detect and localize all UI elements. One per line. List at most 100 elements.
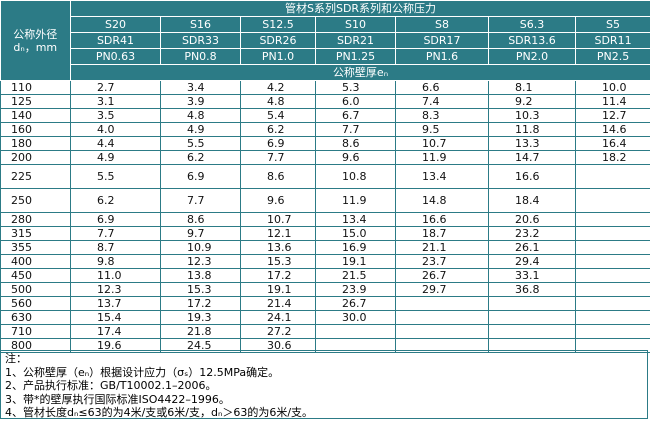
wall-thickness: 17.2 [160,296,241,311]
outer-diameter: 180 [0,136,71,151]
wall-thickness: 9.6 [315,150,396,165]
table-row: 250 6.2 7.7 9.6 11.9 14.8 18.4 [0,188,650,213]
wall-thickness: 3.1 [70,94,161,109]
pn-cell: PN1.25 [315,48,396,65]
empty-cell [395,296,489,311]
empty-cell [315,324,396,339]
pn-row: PN0.63 PN0.8 PN1.0 PN1.25 PN1.6 PN2.0 PN2.5 [1,48,650,65]
empty-cell [574,240,650,255]
outer-diameter: 560 [0,296,71,311]
table-row: 280 6.9 8.6 10.7 13.4 16.6 20.6 [0,212,650,227]
outer-diameter: 250 [0,188,71,213]
empty-cell [574,254,650,269]
wall-thickness: 18.7 [395,226,489,241]
table-header: 公称外径 dₙ，mm 管材S系列SDR系列和公称压力 S20 S16 S12.5 S1… [0,0,650,81]
wall-thickness: 19.3 [160,310,241,325]
outer-diameter: 110 [0,80,71,95]
wall-thickness: 6.2 [240,122,316,137]
wall-thickness: 12.1 [240,226,316,241]
empty-cell [574,226,650,241]
s-series-cell: S8 [395,16,489,33]
wall-thickness: 13.4 [315,212,396,227]
wall-thickness: 15.0 [315,226,396,241]
wall-thickness: 7.7 [70,226,161,241]
s-row: S20 S16 S12.5 S10 S8 S6.3 S5 [1,16,650,33]
wall-thickness: 10.7 [395,136,489,151]
wall-thickness: 13.8 [160,268,241,283]
wall-thickness: 4.8 [160,108,241,123]
outer-diameter: 450 [0,268,71,283]
wall-thickness: 33.1 [488,268,576,283]
wall-thickness: 23.2 [488,226,576,241]
wall-thickness: 13.3 [488,136,576,151]
corner-line: 公称外径 [13,27,58,41]
wall-thickness: 10.9 [160,240,241,255]
wall-thickness: 27.2 [240,324,316,339]
wall-thickness: 6.2 [160,150,241,165]
pn-cell: PN1.0 [240,48,316,65]
wall-thickness: 8.1 [488,80,576,95]
wall-thickness: 23.9 [315,282,396,297]
wall-thickness: 4.2 [240,80,316,95]
wall-thickness: 29.7 [395,282,489,297]
wall-thickness: 30.0 [315,310,396,325]
empty-cell [574,282,650,297]
sdr-cell: SDR17 [395,32,489,49]
outer-diameter: 125 [0,94,71,109]
wall-thickness: 11.8 [488,122,576,137]
s-series-cell: S20 [70,16,161,33]
empty-cell [574,212,650,227]
wall-thickness: 21.5 [315,268,396,283]
empty-cell [395,324,489,339]
table-row: 315 7.7 9.7 12.1 15.0 18.7 23.2 [0,226,650,241]
wall-thickness: 17.2 [240,268,316,283]
table-row: 200 4.9 6.2 7.7 9.6 11.9 14.7 18.2 [0,150,650,165]
wall-thickness: 10.8 [315,164,396,189]
notes: 注： 1、公称壁厚（eₙ）根据设计应力（σₛ）12.5MPa确定。 2、产品执行标… [0,350,648,419]
sdr-cell: SDR26 [240,32,316,49]
s-series-cell: S6.3 [488,16,576,33]
sdr-cell: SDR41 [70,32,161,49]
sdr-cell: SDR11 [574,32,650,49]
wall-thickness: 15.3 [160,282,241,297]
s-series-cell: S5 [574,16,650,33]
wall-thickness: 6.7 [315,108,396,123]
table-row: 400 9.8 12.3 15.3 19.1 23.7 29.4 [0,254,650,269]
wall-thickness: 5.5 [160,136,241,151]
table-row: 800 19.6 24.5 30.6 [0,338,650,353]
wall-thickness: 21.4 [240,296,316,311]
wall-thickness: 15.3 [240,254,316,269]
wall-thickness: 8.6 [315,136,396,151]
table-row: 125 3.1 3.9 4.8 6.0 7.4 9.2 11.4 [0,94,650,109]
pn-cell: PN2.0 [488,48,576,65]
table-row: 140 3.5 4.8 5.4 6.7 8.3 10.3 12.7 [0,108,650,123]
sdr-cell: SDR13.6 [488,32,576,49]
wall-thickness: 4.4 [70,136,161,151]
wall-thickness: 6.6 [395,80,489,95]
wall-thickness: 8.6 [160,212,241,227]
wall-thickness: 5.4 [240,108,316,123]
empty-cell [488,310,576,325]
outer-diameter: 315 [0,226,71,241]
wall-thickness: 14.6 [574,122,650,137]
table-row: 630 15.4 19.3 24.1 30.0 [0,310,650,325]
wall-thickness: 13.4 [395,164,489,189]
wall-thickness: 24.1 [240,310,316,325]
wall-thickness: 16.4 [574,136,650,151]
outer-diameter: 225 [0,164,71,189]
table-row: 225 5.5 6.9 8.6 10.8 13.4 16.6 [0,164,650,189]
s-series-cell: S16 [160,16,241,33]
wall-thickness: 12.3 [160,254,241,269]
wall-thickness: 3.5 [70,108,161,123]
wall-thickness: 7.4 [395,94,489,109]
subheader: 公称壁厚eₙ [69,64,650,81]
wall-thickness: 24.5 [160,338,241,353]
wall-thickness: 16.6 [395,212,489,227]
outer-diameter: 140 [0,108,71,123]
wall-thickness: 7.7 [240,150,316,165]
wall-thickness: 4.8 [240,94,316,109]
outer-diameter: 400 [0,254,71,269]
table-row: 450 11.0 13.8 17.2 21.5 26.7 33.1 [0,268,650,283]
wall-thickness: 10.3 [488,108,576,123]
wall-thickness: 26.7 [315,296,396,311]
